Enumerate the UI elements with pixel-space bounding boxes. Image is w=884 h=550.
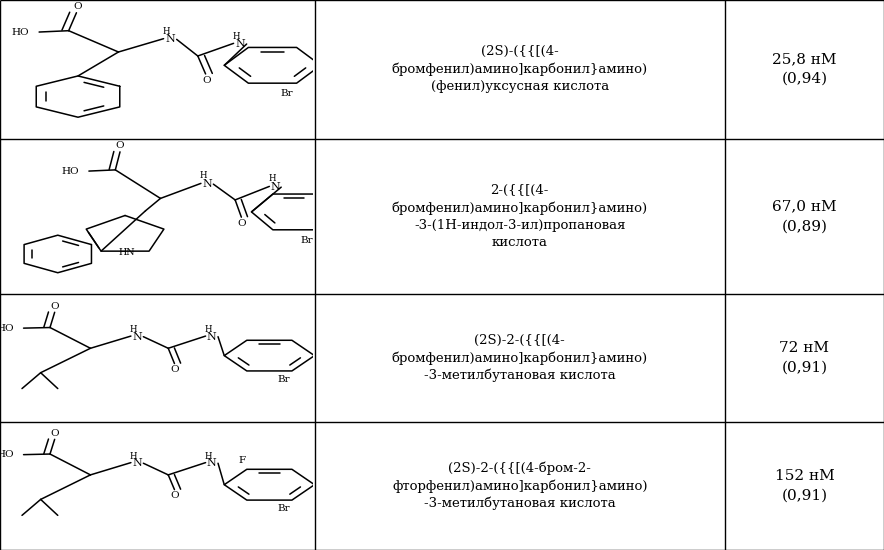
Text: H: H xyxy=(130,452,137,461)
Text: H: H xyxy=(200,172,207,180)
Text: O: O xyxy=(116,141,125,150)
Text: (2S)-2-({{[(4-
бромфенил)амино]карбонил}амино)
-3-метилбутановая кислота: (2S)-2-({{[(4- бромфенил)амино]карбонил}… xyxy=(392,334,648,382)
Text: 152 нМ
(0,91): 152 нМ (0,91) xyxy=(774,469,834,503)
Text: 25,8 нМ
(0,94): 25,8 нМ (0,94) xyxy=(773,53,836,86)
Text: Br: Br xyxy=(280,89,293,98)
Text: N: N xyxy=(235,39,245,49)
Text: Br: Br xyxy=(278,375,290,384)
Text: H: H xyxy=(204,325,212,334)
Text: H: H xyxy=(130,325,137,334)
Text: O: O xyxy=(50,302,59,311)
Text: (2S)-({{[(4-
бромфенил)амино]карбонил}амино)
(фенил)уксусная кислота: (2S)-({{[(4- бромфенил)амино]карбонил}ам… xyxy=(392,46,648,93)
Text: (2S)-2-({{[(4-бром-2-
фторфенил)амино]карбонил}амино)
-3-метилбутановая кислота: (2S)-2-({{[(4-бром-2- фторфенил)амино]ка… xyxy=(392,461,648,510)
Text: HO: HO xyxy=(0,450,13,459)
Text: N: N xyxy=(207,332,217,342)
Text: H: H xyxy=(204,452,212,461)
Text: 2-({{[(4-
бромфенил)амино]карбонил}амино)
-3-(1H-индол-3-ил)пропановая
кислота: 2-({{[(4- бромфенил)амино]карбонил}амино… xyxy=(392,184,648,249)
Text: H: H xyxy=(268,174,276,183)
Text: O: O xyxy=(50,430,59,438)
Text: H: H xyxy=(163,27,171,36)
Text: HO: HO xyxy=(0,323,13,333)
Text: N: N xyxy=(133,458,142,468)
Text: N: N xyxy=(202,179,212,189)
Text: O: O xyxy=(170,491,179,499)
Text: Br: Br xyxy=(301,235,313,245)
Text: N: N xyxy=(165,34,175,45)
Text: 72 нМ
(0,91): 72 нМ (0,91) xyxy=(780,342,829,375)
Text: F: F xyxy=(239,456,246,465)
Text: HN: HN xyxy=(118,248,135,257)
Text: N: N xyxy=(207,458,217,468)
Text: 67,0 нМ
(0,89): 67,0 нМ (0,89) xyxy=(772,200,837,233)
Text: N: N xyxy=(271,182,280,192)
Text: HO: HO xyxy=(61,167,79,175)
Text: H: H xyxy=(233,31,240,41)
Text: O: O xyxy=(202,76,211,85)
Text: O: O xyxy=(73,2,82,11)
Text: N: N xyxy=(133,332,142,342)
Text: O: O xyxy=(237,219,246,228)
Text: Br: Br xyxy=(278,504,290,513)
Text: HO: HO xyxy=(11,28,29,36)
Text: O: O xyxy=(170,365,179,373)
